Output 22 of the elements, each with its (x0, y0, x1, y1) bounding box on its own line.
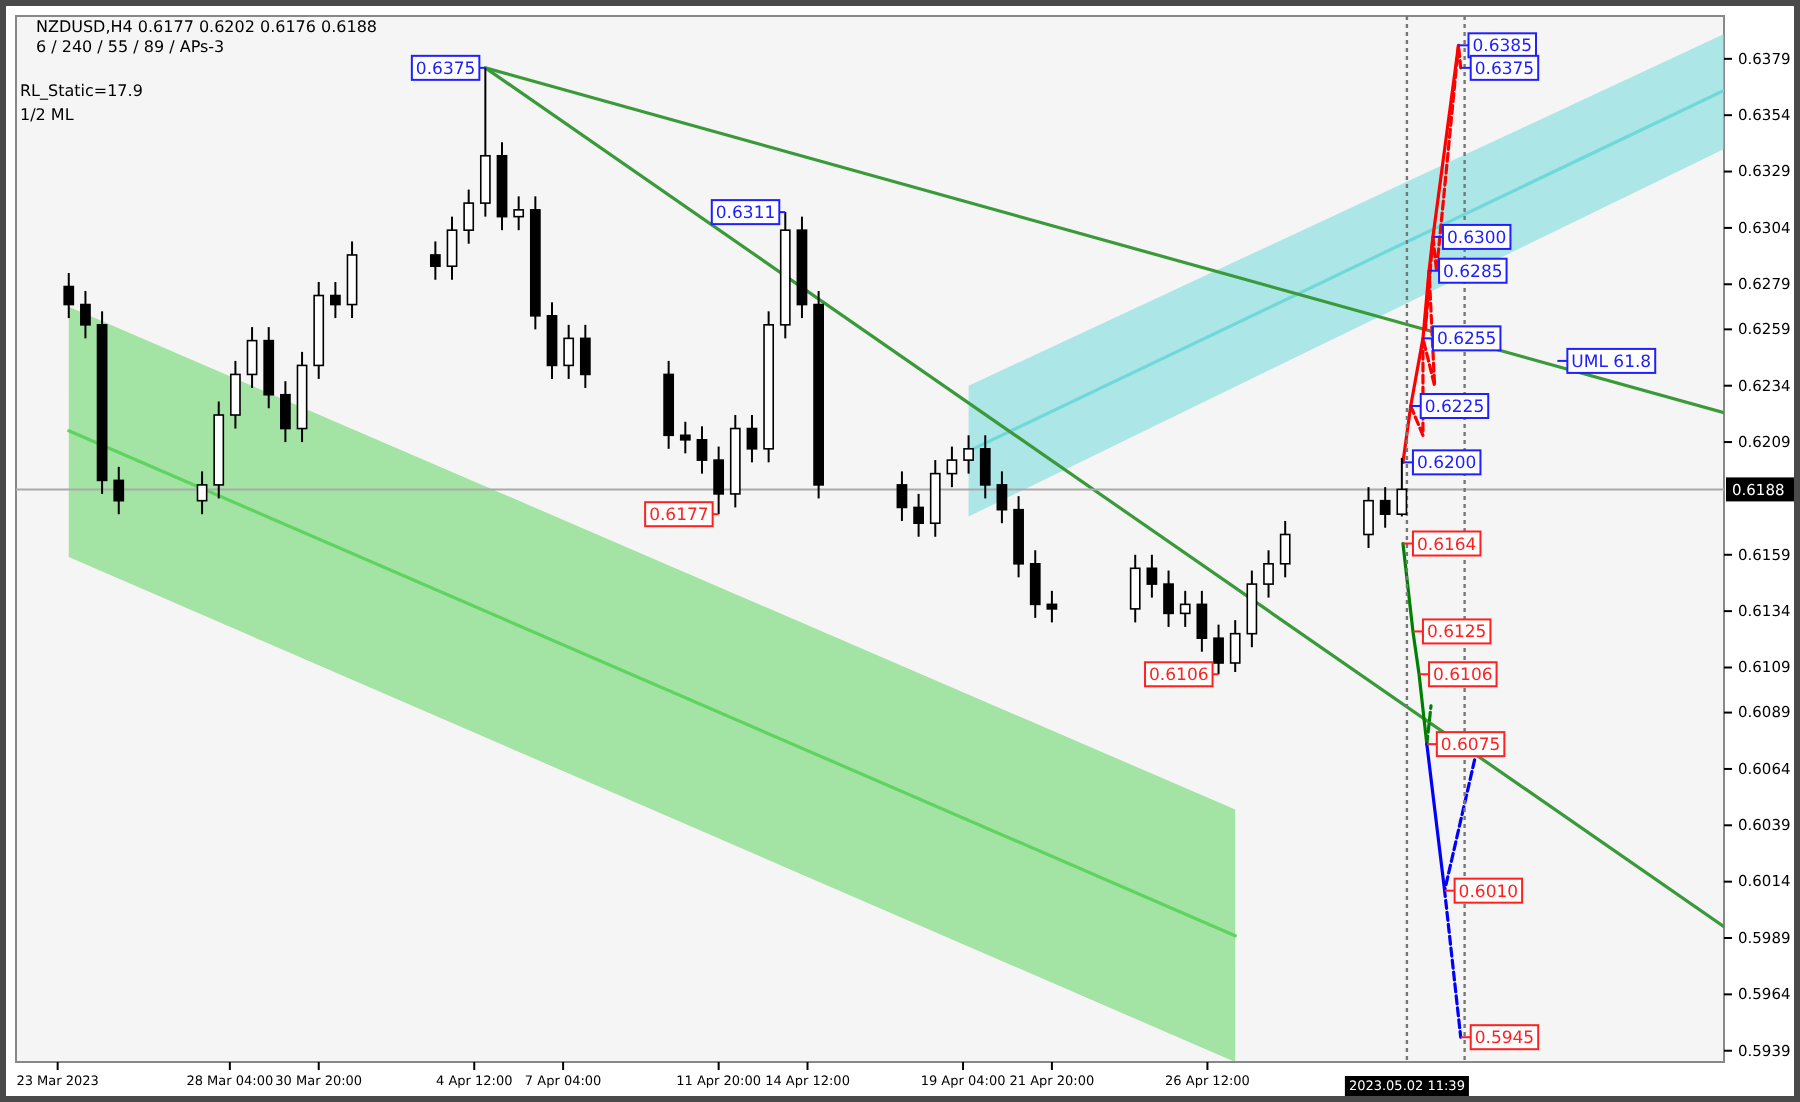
annotation: 0.6255 (1436, 330, 1497, 351)
annotation: 0.6375 (415, 59, 476, 80)
annotation: 0.6225 (1424, 398, 1485, 418)
annotation: 0.6177 (649, 506, 709, 527)
annotation: 0.6010 (1458, 882, 1519, 903)
annotation: 0.6075 (1440, 736, 1501, 757)
annotation: 0.6106 (1433, 666, 1493, 687)
annotation: 0.6385 (1472, 37, 1532, 58)
annotation: 0.6164 (1416, 535, 1477, 556)
annotation: 1/2 ML (20, 106, 75, 124)
annotation: 0.6125 (1426, 623, 1487, 644)
annotation: 0.6285 (1443, 262, 1503, 283)
annotation: 0.5945 (1474, 1029, 1535, 1050)
annotation: 0.6300 (1446, 228, 1507, 249)
annotation: 0.6200 (1416, 454, 1477, 475)
text: 6 / 240 / 55 / 89 / APs-3 (36, 38, 225, 56)
annotation: RL_Static=17.9 (20, 82, 143, 100)
annotation: 0.6375 (1474, 59, 1535, 80)
chart-title: NZDUSD,H4 0.6177 0.6202 0.6176 0.6188 (36, 18, 378, 36)
annotation: 0.6106 (1149, 666, 1209, 687)
annotation: 0.6311 (715, 204, 776, 225)
annotation: UML 61.8 (1571, 352, 1652, 373)
